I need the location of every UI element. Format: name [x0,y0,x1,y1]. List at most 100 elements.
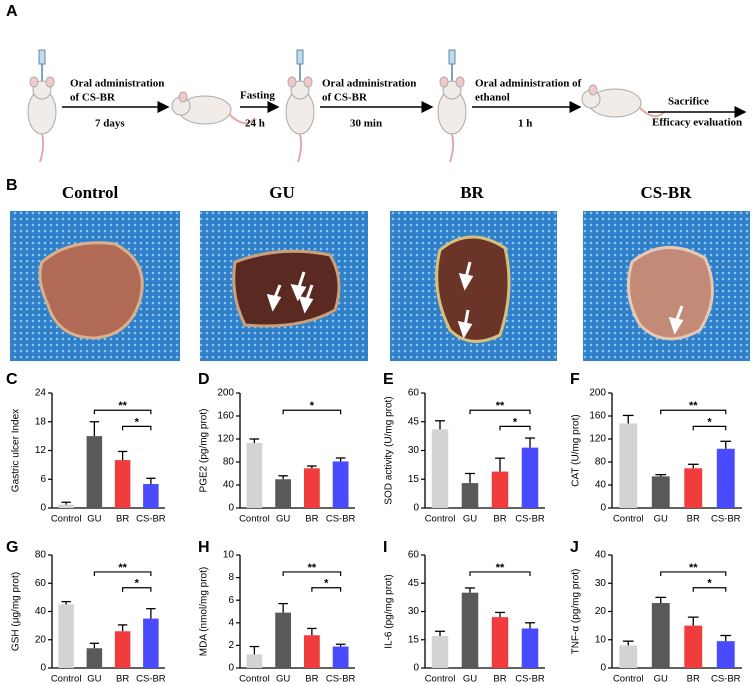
bar [246,443,263,508]
bar [521,447,539,508]
bar [651,603,670,668]
y-tick-label: 30 [408,606,420,617]
bar [332,461,349,508]
significance-label: ** [689,400,698,412]
step-text: ethanol [475,92,510,104]
y-tick-label: 60 [35,578,47,589]
bar [143,618,159,668]
x-tick-label: CS-BR [515,674,545,685]
x-tick-label: GU [654,674,668,685]
step-text: Sacrifice [668,96,709,108]
bar [143,484,159,508]
significance-bracket [692,587,727,592]
x-tick-label: Control [239,674,270,685]
bar [332,646,349,668]
y-tick-label: 200 [217,388,234,399]
bar [461,592,479,668]
significance-label: * [513,416,518,428]
x-tick-label: Control [425,514,456,525]
y-tick-label: 200 [589,388,606,399]
step-text: Efficacy evaluation [652,117,742,129]
significance-bracket [469,571,531,576]
significance-bracket [282,409,342,415]
significance-label: * [324,578,329,590]
x-tick-label: GU [87,674,101,685]
significance-bracket [282,571,342,576]
bar [684,468,703,508]
bar [619,423,638,508]
significance-label: ** [118,400,127,412]
significance-bracket [499,425,531,431]
significance-bracket [660,409,727,415]
x-tick-label: BR [687,514,700,525]
y-tick-label: 0 [228,503,234,514]
group-title: GU [269,183,295,202]
y-tick-label: 40 [595,550,607,561]
photos [10,211,750,361]
step-text: Oral administration [322,78,416,90]
panel-label: E [383,371,394,388]
bar [114,460,131,508]
significance-label: * [135,578,140,590]
x-tick-label: CS-BR [711,674,741,685]
y-tick-label: 6 [228,595,234,606]
y-tick-label: 30 [408,445,420,456]
panel-label: C [6,371,18,388]
group-title: CS-BR [640,183,692,202]
y-tick-label: 10 [223,550,235,561]
step-duration: 30 min [350,118,382,130]
y-tick-label: 120 [589,434,606,445]
y-axis-label: PGE2 (pg/mg prot) [199,409,210,493]
y-tick-label: 0 [40,663,46,674]
bar [461,483,479,508]
y-tick-label: 0 [413,663,419,674]
y-tick-label: 4 [228,617,234,628]
x-tick-label: CS-BR [515,514,545,525]
x-tick-label: BR [493,514,506,525]
y-tick-label: 40 [223,480,235,491]
y-tick-label: 45 [408,416,420,427]
x-tick-label: BR [493,674,506,685]
panel-label: I [383,539,387,556]
x-tick-label: BR [116,514,129,525]
significance-label: ** [118,562,127,574]
y-tick-label: 10 [595,634,607,645]
significance-bracket [122,425,152,431]
step-duration: 7 days [95,118,125,130]
bar [521,628,539,668]
x-tick-label: BR [116,674,129,685]
x-tick-label: CS-BR [326,514,356,525]
y-tick-label: 80 [595,457,607,468]
y-axis-label: Gastric ulcer Index [11,409,22,492]
y-tick-label: 160 [217,411,234,422]
x-tick-label: CS-BR [711,514,741,525]
bar [246,654,263,668]
bar [684,625,703,668]
x-tick-label: BR [305,514,318,525]
panel-label: J [570,539,579,556]
significance-bracket [469,409,531,415]
step-text: Fasting [240,90,275,102]
panel-label: F [570,371,580,388]
significance-bracket [93,571,152,576]
y-tick-label: 40 [35,606,47,617]
x-tick-label: BR [305,674,318,685]
y-tick-label: 60 [408,388,420,399]
panel-label: B [6,177,18,194]
bar [431,429,449,508]
panel-label: A [6,3,18,20]
bar [491,617,509,668]
y-tick-label: 15 [408,634,420,645]
x-tick-label: Control [613,674,644,685]
x-tick-label: Control [239,514,270,525]
group-title: Control [62,183,119,202]
y-tick-label: 45 [408,578,420,589]
y-tick-label: 60 [408,550,420,561]
x-tick-label: Control [51,514,82,525]
bar [431,635,449,668]
y-tick-label: 6 [40,474,46,485]
x-tick-label: GU [87,514,101,525]
y-tick-label: 0 [40,503,46,514]
bar [619,645,638,668]
